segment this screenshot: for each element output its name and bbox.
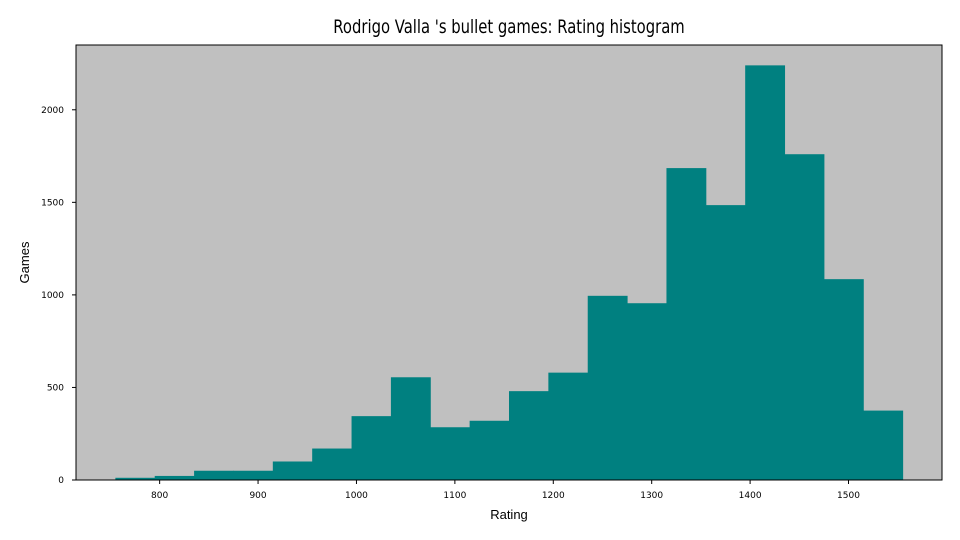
x-tick-label: 1100 <box>443 491 466 501</box>
histogram-bar <box>666 168 707 480</box>
histogram-bar <box>233 470 274 480</box>
histogram-bar <box>194 470 234 480</box>
histogram-bar <box>784 154 825 480</box>
x-tick-label: 1300 <box>640 491 663 501</box>
x-axis-ticks: 800 900 1000 1100 1200 1300 1400 1500 <box>151 480 860 501</box>
y-tick-label: 1500 <box>41 198 64 208</box>
histogram-bar <box>154 475 195 480</box>
y-tick-label: 1000 <box>41 291 64 301</box>
histogram-bar <box>115 477 156 480</box>
histogram-bar <box>627 303 667 480</box>
histogram-bar <box>390 377 431 480</box>
histogram-bar <box>509 391 549 480</box>
y-axis-ticks: 0 500 1000 1500 2000 <box>41 106 76 486</box>
histogram-bar <box>587 295 628 480</box>
x-tick-label: 800 <box>151 491 168 501</box>
histogram-bar <box>312 448 353 480</box>
histogram-bar <box>469 420 510 480</box>
x-axis-label: Rating <box>490 507 528 522</box>
y-tick-label: 0 <box>58 476 64 486</box>
y-tick-label: 500 <box>47 383 64 393</box>
histogram-bar <box>823 279 864 480</box>
histogram-bar <box>705 205 746 481</box>
histogram-bar <box>272 461 313 480</box>
histogram-bar <box>351 416 392 480</box>
x-tick-label: 1400 <box>739 491 762 501</box>
x-tick-label: 1000 <box>345 491 368 501</box>
histogram-bar <box>745 65 786 481</box>
x-tick-label: 1500 <box>837 491 860 501</box>
bars-group <box>115 65 904 481</box>
histogram-bar <box>863 410 904 480</box>
chart-title: Rodrigo Valla 's bullet games: Rating hi… <box>333 16 684 38</box>
histogram-bar <box>430 427 471 480</box>
x-tick-label: 900 <box>249 491 266 501</box>
x-tick-label: 1200 <box>542 491 565 501</box>
plot-frame <box>75 44 943 481</box>
y-tick-label: 2000 <box>41 106 64 116</box>
histogram-bar <box>548 372 589 480</box>
y-axis-label: Games <box>17 241 32 283</box>
